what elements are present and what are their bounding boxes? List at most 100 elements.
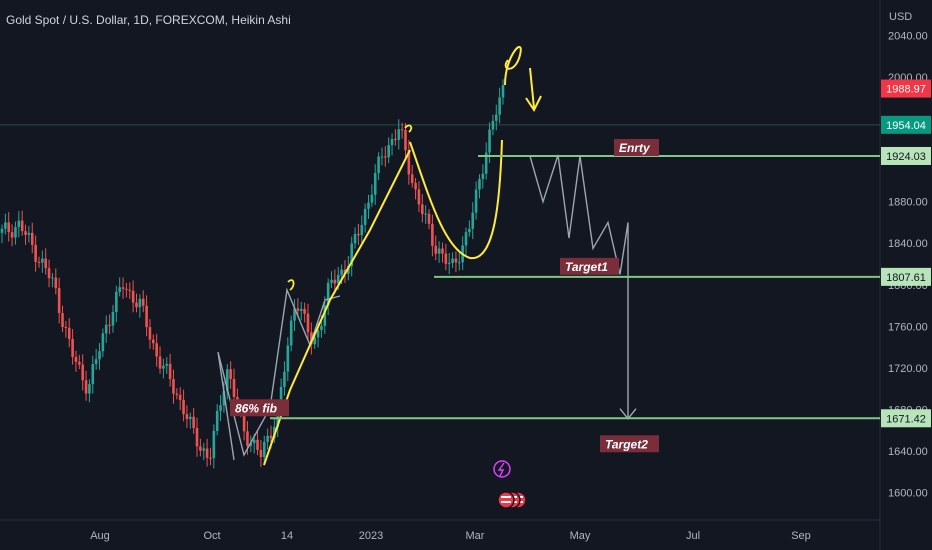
candle-body	[81, 364, 84, 381]
scribble-drawing	[504, 46, 522, 86]
candle-body	[195, 428, 199, 447]
candle-body	[125, 288, 128, 290]
candle-body	[121, 287, 125, 289]
entry-label: Enrty	[619, 141, 651, 155]
target2-label: Target2	[605, 437, 648, 451]
candle-body	[306, 313, 310, 333]
y-tick-label: 1720.00	[888, 363, 928, 375]
candle-body	[225, 369, 229, 392]
candle-body	[256, 439, 259, 450]
candle-body	[296, 308, 300, 311]
candle-body	[175, 393, 179, 395]
candle-body	[310, 332, 313, 345]
candle-body	[360, 224, 364, 236]
target1-label: Target1	[565, 260, 608, 274]
candle-body	[141, 298, 145, 306]
candle-body	[464, 232, 468, 246]
candle-body	[242, 410, 246, 432]
projection-path	[529, 154, 629, 419]
candle-body	[17, 220, 21, 228]
candle-body	[363, 208, 367, 225]
candle-body	[212, 430, 216, 459]
x-tick-label: 2023	[359, 530, 383, 542]
candle-body	[101, 333, 105, 352]
flash-icon[interactable]	[493, 460, 511, 478]
candle-body	[24, 231, 27, 235]
candle-body	[320, 325, 323, 331]
candle-body	[91, 364, 95, 385]
candle-body	[269, 435, 273, 439]
candle-body	[37, 261, 41, 263]
us-flag-icon[interactable]	[497, 491, 515, 509]
candle-body	[434, 245, 438, 254]
candle-body	[10, 232, 14, 238]
candle-body	[414, 183, 417, 190]
candle-body	[61, 313, 64, 327]
candle-body	[377, 156, 380, 173]
candle-body	[192, 416, 195, 429]
candle-body	[262, 441, 266, 458]
candle-body	[457, 262, 461, 264]
curve-drawing	[409, 139, 503, 260]
candle-body	[88, 384, 91, 394]
candle-body	[357, 233, 360, 236]
candle-body	[27, 232, 31, 235]
candle-body	[172, 379, 175, 394]
candle-body	[370, 194, 374, 203]
candle-body	[404, 130, 407, 151]
x-tick-label: May	[570, 530, 591, 542]
candle-body	[252, 439, 256, 444]
target2-label-bg	[600, 435, 659, 453]
target1-label-bg	[560, 257, 619, 275]
candle-body	[407, 150, 411, 175]
price-tag	[881, 409, 931, 428]
candle-body	[340, 269, 343, 275]
candle-body	[471, 212, 475, 229]
candle-body	[162, 365, 165, 369]
candle-body	[20, 220, 24, 232]
candle-body	[343, 269, 347, 274]
candle-body	[303, 308, 306, 314]
x-tick-label: Jul	[686, 530, 700, 542]
candle-body	[74, 356, 78, 362]
candle-body	[148, 327, 152, 340]
candle-body	[51, 277, 54, 279]
candle-body	[384, 156, 387, 158]
candle-body	[249, 443, 253, 446]
candle-body	[98, 351, 101, 360]
candle-body	[397, 129, 401, 140]
candle-body	[501, 85, 505, 98]
candle-body	[158, 356, 162, 369]
candle-body	[367, 202, 370, 209]
candle-body	[444, 253, 448, 264]
currency-label: USD	[889, 11, 913, 23]
candle-body	[215, 410, 219, 431]
candle-body	[182, 399, 185, 415]
candle-body	[400, 129, 404, 131]
candle-body	[135, 302, 138, 308]
candle-body	[185, 414, 189, 420]
candle-body	[84, 380, 88, 394]
peak-mark-drawing	[404, 124, 413, 133]
price-tag	[881, 146, 931, 165]
candle-body	[468, 228, 471, 233]
candle-body	[229, 369, 232, 380]
events-icon[interactable]	[493, 460, 527, 509]
chart-title: Gold Spot / U.S. Dollar, 1D, FOREXCOM, H…	[6, 13, 291, 27]
candle-body	[178, 394, 182, 400]
candle-body	[437, 248, 441, 254]
candle-body	[222, 391, 226, 406]
candle-body	[94, 359, 98, 365]
price-tag-label: 1924.03	[886, 151, 926, 163]
candle-body	[491, 120, 495, 130]
candle-body	[494, 114, 498, 121]
price-tag-label: 1671.42	[886, 413, 926, 425]
candle-body	[417, 189, 421, 205]
fib-label: 86% fib	[235, 401, 277, 415]
candle-body	[0, 228, 4, 233]
candle-body	[199, 446, 202, 451]
price-tag-label: 1807.61	[886, 272, 926, 284]
candle-body	[421, 204, 424, 215]
candle-body	[410, 174, 414, 184]
